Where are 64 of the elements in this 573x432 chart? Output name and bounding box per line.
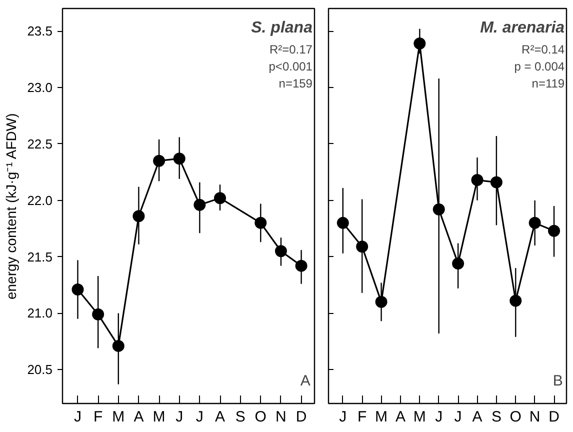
point: [528, 216, 541, 229]
point: [112, 340, 124, 352]
point: [132, 210, 145, 222]
point: [356, 240, 368, 253]
x-tick-label: J: [454, 408, 462, 426]
point: [375, 296, 388, 308]
annotation: R²=0.17: [269, 42, 313, 56]
x-tick-label: F: [93, 408, 103, 426]
x-tick-label: J: [74, 408, 82, 426]
x-tick-label: M: [413, 408, 426, 426]
point: [173, 152, 186, 165]
x-tick-label: D: [548, 408, 560, 426]
point: [432, 203, 445, 216]
annotation: p<0.001: [268, 60, 313, 74]
annotation: n=159: [278, 76, 313, 90]
x-tick-label: J: [339, 408, 347, 426]
x-tick-label: O: [254, 408, 266, 426]
point: [510, 294, 522, 307]
x-tick-label: A: [472, 408, 482, 426]
x-tick-label: J: [176, 408, 184, 426]
point: [214, 192, 226, 204]
x-tick-label: M: [375, 408, 388, 426]
point: [414, 37, 426, 50]
y-tick-label: 23.0: [27, 80, 53, 95]
x-tick-label: J: [435, 408, 443, 426]
annotation: A: [300, 372, 310, 390]
text: M. arenaria: [480, 20, 565, 36]
annotation: B: [552, 372, 563, 390]
annotation: R²=0.14: [522, 42, 565, 56]
x-tick-label: S: [491, 408, 502, 426]
y-axis-title: energy content (kJ·g⁻¹ AFDW): [3, 113, 20, 300]
point: [153, 154, 166, 167]
y-tick-label: 22.5: [27, 136, 53, 152]
x-tick-label: D: [296, 408, 307, 426]
point: [295, 260, 308, 272]
point: [194, 198, 206, 211]
x-tick-label: O: [510, 408, 522, 426]
x-tick-label: A: [134, 408, 144, 426]
x-tick-label: J: [196, 408, 204, 426]
x-tick-label: M: [152, 408, 166, 426]
text: S. plana: [251, 20, 313, 36]
x-tick-label: N: [529, 408, 540, 426]
y-tick-label: 20.5: [27, 362, 53, 378]
y-tick-label: 22.0: [27, 192, 53, 208]
x-tick-label: S: [235, 408, 246, 426]
point: [548, 224, 560, 237]
x-tick-label: M: [112, 408, 125, 426]
x-tick-label: A: [395, 408, 406, 426]
y-tick-label: 21.0: [27, 306, 53, 321]
point: [452, 258, 464, 270]
point: [254, 216, 267, 229]
annotation: n=119: [532, 76, 565, 90]
y-tick-label: 21.5: [27, 249, 53, 264]
x-tick-label: A: [215, 408, 226, 426]
point: [336, 216, 349, 229]
annotation: p = 0.004: [514, 60, 565, 74]
point: [471, 174, 484, 186]
point: [72, 284, 84, 296]
x-tick-label: F: [358, 408, 367, 426]
point: [274, 245, 287, 258]
y-tick-label: 23.5: [27, 24, 53, 39]
x-tick-label: N: [276, 408, 286, 426]
point: [490, 176, 502, 188]
point: [92, 308, 104, 320]
